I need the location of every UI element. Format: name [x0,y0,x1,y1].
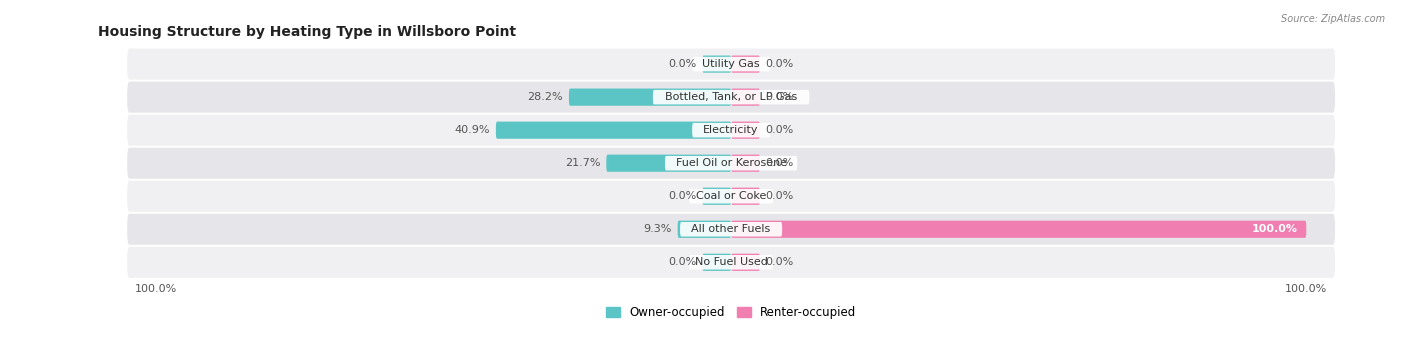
FancyBboxPatch shape [569,88,731,106]
FancyBboxPatch shape [731,188,759,205]
FancyBboxPatch shape [665,156,797,170]
FancyBboxPatch shape [127,115,1336,146]
Text: 40.9%: 40.9% [454,125,491,135]
FancyBboxPatch shape [496,122,731,139]
FancyBboxPatch shape [731,155,759,172]
Text: Housing Structure by Heating Type in Willsboro Point: Housing Structure by Heating Type in Wil… [98,26,516,39]
Text: Coal or Coke: Coal or Coke [696,191,766,201]
FancyBboxPatch shape [703,188,731,205]
Text: Bottled, Tank, or LP Gas: Bottled, Tank, or LP Gas [665,92,797,102]
Text: 0.0%: 0.0% [766,92,794,102]
FancyBboxPatch shape [127,247,1336,278]
FancyBboxPatch shape [689,189,773,204]
FancyBboxPatch shape [606,155,731,172]
FancyBboxPatch shape [731,55,759,73]
FancyBboxPatch shape [127,82,1336,113]
Text: 28.2%: 28.2% [527,92,564,102]
FancyBboxPatch shape [731,221,1306,238]
Text: 0.0%: 0.0% [766,59,794,69]
Text: Utility Gas: Utility Gas [703,59,759,69]
Legend: Owner-occupied, Renter-occupied: Owner-occupied, Renter-occupied [600,301,862,324]
Text: All other Fuels: All other Fuels [692,224,770,234]
FancyBboxPatch shape [127,49,1336,80]
Text: 0.0%: 0.0% [766,125,794,135]
FancyBboxPatch shape [703,254,731,271]
Text: Electricity: Electricity [703,125,759,135]
Text: Source: ZipAtlas.com: Source: ZipAtlas.com [1281,14,1385,23]
FancyBboxPatch shape [127,181,1336,212]
Text: Fuel Oil or Kerosene: Fuel Oil or Kerosene [675,158,787,168]
Text: No Fuel Used: No Fuel Used [695,257,768,267]
Text: 0.0%: 0.0% [766,191,794,201]
FancyBboxPatch shape [731,88,759,106]
Text: 0.0%: 0.0% [766,158,794,168]
FancyBboxPatch shape [689,255,773,270]
FancyBboxPatch shape [731,254,759,271]
Text: 9.3%: 9.3% [644,224,672,234]
FancyBboxPatch shape [703,55,731,73]
Text: 0.0%: 0.0% [668,191,696,201]
FancyBboxPatch shape [678,221,731,238]
FancyBboxPatch shape [681,222,782,237]
FancyBboxPatch shape [692,123,770,137]
FancyBboxPatch shape [731,122,759,139]
Text: 0.0%: 0.0% [766,257,794,267]
FancyBboxPatch shape [127,148,1336,179]
Text: 100.0%: 100.0% [1251,224,1298,234]
FancyBboxPatch shape [692,57,770,71]
Text: 0.0%: 0.0% [668,59,696,69]
Text: 0.0%: 0.0% [668,257,696,267]
Text: 21.7%: 21.7% [565,158,600,168]
FancyBboxPatch shape [652,90,810,104]
FancyBboxPatch shape [127,214,1336,245]
